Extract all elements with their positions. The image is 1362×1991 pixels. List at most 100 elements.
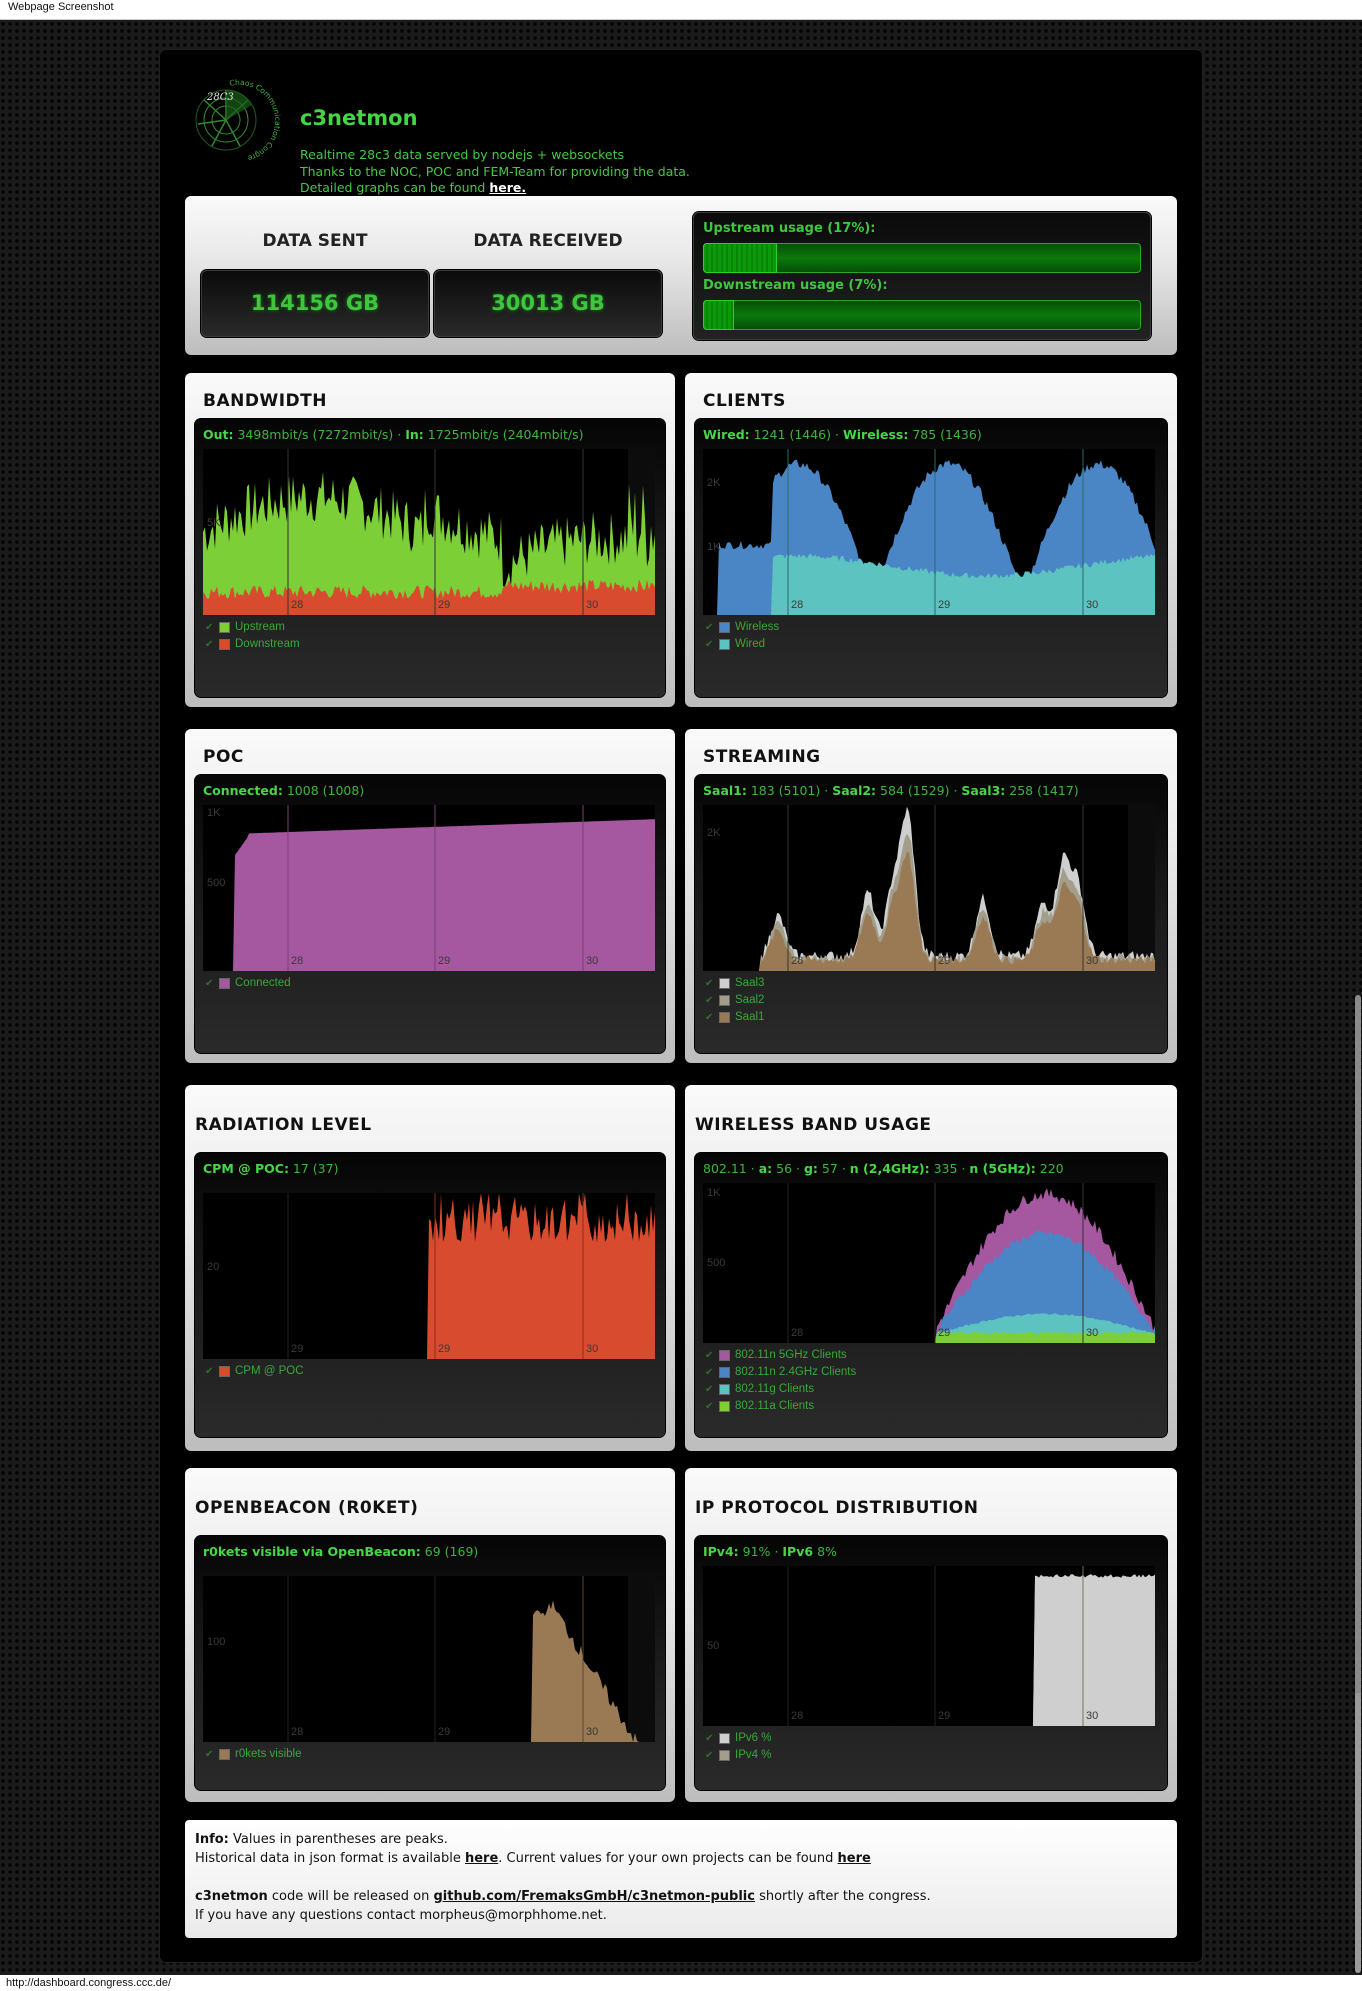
browser-status-bar: http://dashboard.congress.ccc.de/: [0, 1975, 1362, 1991]
streaming-values: Saal1: 183 (5101) · Saal2: 584 (1529) · …: [703, 783, 1079, 798]
stats-panel: DATA SENT DATA RECEIVED 114156 GB 30013 …: [185, 196, 1177, 355]
ipproto-title: IP PROTOCOL DISTRIBUTION: [695, 1498, 979, 1518]
radiation-panel: RADIATION LEVEL CPM @ POC: 17 (37) 20 29…: [185, 1085, 675, 1451]
legend-item[interactable]: ✔ 802.11a Clients: [705, 1400, 815, 1412]
legend-item[interactable]: ✔ 802.11n 5GHz Clients: [705, 1349, 847, 1361]
clients-legend: ✔ Wireless ✔ Wired: [705, 619, 779, 653]
poc-values: Connected: 1008 (1008): [203, 783, 365, 798]
github-link[interactable]: github.com/FremaksGmbH/c3netmon-public: [433, 1889, 755, 1904]
ipproto-box: IPv4: 91% · IPv6 8% 50 28 29 30 ✔ IPv6 % …: [695, 1536, 1167, 1790]
historical-data-link[interactable]: here: [464, 1851, 499, 1866]
streaming-y-tick: 2K: [707, 827, 721, 839]
legend-item[interactable]: ✔ 802.11g Clients: [705, 1383, 815, 1395]
page-scrollbar[interactable]: [1355, 995, 1361, 1725]
status-url: http://dashboard.congress.ccc.de/: [6, 1977, 172, 1989]
legend-item[interactable]: ✔ CPM @ POC: [205, 1365, 304, 1377]
radiation-cpm-area: [203, 1193, 655, 1359]
upstream-usage-fill: [703, 243, 778, 273]
tagline-line-1: Realtime 28c3 data served by nodejs + we…: [300, 147, 625, 162]
clients-y-tick-0: 2K: [707, 477, 721, 489]
legend-item[interactable]: ✔ Downstream: [205, 638, 300, 650]
upstream-usage-label: Upstream usage (17%):: [703, 221, 876, 236]
streaming-chart: 2K 28 29 30: [703, 805, 1155, 971]
upstream-usage-bar: [703, 243, 1141, 273]
c3-logo-icon: 28C3 Chaos Communication Congress behind…: [190, 72, 282, 163]
openbeacon-y-tick: 100: [207, 1636, 226, 1648]
poc-chart: 1K 500 28 29 30: [203, 805, 655, 971]
wireless-legend: ✔ 802.11n 5GHz Clients ✔ 802.11n 2.4GHz Cl…: [705, 1347, 856, 1415]
legend-item[interactable]: ✔ 802.11n 2.4GHz Clients: [705, 1366, 857, 1378]
downstream-usage-fill: [703, 300, 734, 330]
openbeacon-x-tick-2: 30: [586, 1726, 599, 1738]
radiation-x-tick-0: 29: [291, 1343, 304, 1355]
legend-item[interactable]: ✔ r0kets visible: [205, 1748, 302, 1760]
clients-x-tick-0: 28: [791, 599, 804, 611]
ipproto-x-tick-2: 30: [1086, 1710, 1099, 1722]
openbeacon-panel: OPENBEACON (R0KET) r0kets visible via Op…: [185, 1468, 675, 1802]
header: 28C3 Chaos Communication Congress behind…: [190, 72, 890, 195]
bandwidth-x-tick-0: 28: [291, 599, 304, 611]
wireless-x-tick-0: 28: [791, 1327, 804, 1339]
legend-item[interactable]: ✔ Wired: [705, 638, 766, 650]
poc-title: POC: [203, 747, 244, 767]
detailed-graphs-link[interactable]: here.: [489, 180, 527, 195]
clients-panel: CLIENTS Wired: 1241 (1446) · Wireless: 7…: [685, 373, 1177, 707]
poc-x-tick-0: 28: [291, 955, 304, 967]
legend-item[interactable]: ✔ Saal2: [705, 994, 765, 1006]
bandwidth-panel: BANDWIDTH Out: 3498mbit/s (7272mbit/s) ·…: [185, 373, 675, 707]
downstream-usage-label: Downstream usage (7%):: [703, 278, 888, 293]
streaming-title: STREAMING: [703, 747, 821, 767]
current-values-link[interactable]: here: [837, 1851, 871, 1866]
clients-y-tick-1: 1K: [707, 541, 721, 553]
wireless-box: 802.11 · a: 56 · g: 57 · n (2,4GHz): 335…: [695, 1153, 1167, 1437]
radiation-legend: ✔ CPM @ POC: [205, 1363, 304, 1380]
legend-item[interactable]: ✔ IPv6 %: [705, 1732, 772, 1744]
radiation-y-tick: 20: [207, 1261, 220, 1273]
main-container: 28C3 Chaos Communication Congress behind…: [160, 50, 1202, 1962]
poc-legend: ✔ Connected: [205, 975, 291, 992]
radiation-chart: 20 29 29 30: [203, 1193, 655, 1359]
browser-top-label: Webpage Screenshot: [8, 1, 114, 13]
radiation-x-tick-1: 29: [438, 1343, 451, 1355]
tagline: Realtime 28c3 data served by nodejs + we…: [300, 147, 690, 197]
wireless-title: WIRELESS BAND USAGE: [695, 1115, 932, 1135]
legend-item[interactable]: ✔ Saal3: [705, 977, 765, 989]
legend-item[interactable]: ✔ Saal1: [705, 1011, 765, 1023]
logo-text: 28C3: [206, 92, 234, 103]
ipproto-x-tick-0: 28: [791, 1710, 804, 1722]
poc-x-tick-2: 30: [586, 955, 599, 967]
legend-item[interactable]: ✔ Connected: [205, 977, 291, 989]
poc-x-tick-1: 29: [438, 955, 451, 967]
legend-item[interactable]: ✔ Upstream: [205, 621, 285, 633]
clients-title: CLIENTS: [703, 391, 786, 411]
openbeacon-r0kets-area: [203, 1600, 655, 1742]
ipproto-chart: 50 28 29 30: [703, 1566, 1155, 1726]
bandwidth-box: Out: 3498mbit/s (7272mbit/s) · In: 1725m…: [195, 419, 665, 697]
ipproto-x-tick-1: 29: [938, 1710, 951, 1722]
streaming-x-tick-1: 29: [938, 955, 951, 967]
usage-box: Upstream usage (17%): Downstream usage (…: [693, 212, 1151, 340]
openbeacon-title: OPENBEACON (R0KET): [195, 1498, 419, 1518]
bandwidth-upstream-area: [203, 471, 655, 615]
openbeacon-values: r0kets visible via OpenBeacon: 69 (169): [203, 1544, 479, 1559]
legend-item[interactable]: ✔ Wireless: [705, 621, 780, 633]
bandwidth-x-tick-1: 29: [438, 599, 451, 611]
bandwidth-legend: ✔ Upstream ✔ Downstream: [205, 619, 300, 653]
wireless-panel: WIRELESS BAND USAGE 802.11 · a: 56 · g: …: [685, 1085, 1177, 1451]
openbeacon-x-tick-1: 29: [438, 1726, 451, 1738]
streaming-legend: ✔ Saal3 ✔ Saal2 ✔ Saal1: [705, 975, 764, 1026]
streaming-x-tick-2: 30: [1086, 955, 1099, 967]
bandwidth-chart: 5K 28 29 30: [203, 449, 655, 615]
bandwidth-title: BANDWIDTH: [203, 391, 327, 411]
bandwidth-y-tick: 5K: [207, 517, 221, 529]
legend-item[interactable]: ✔ IPv4 %: [705, 1749, 772, 1761]
streaming-saal1-area: [703, 851, 1155, 971]
wireless-values: 802.11 · a: 56 · g: 57 · n (2,4GHz): 335…: [703, 1161, 1064, 1176]
page-scrollbar-thumb[interactable]: [1355, 1693, 1361, 1973]
wireless-a-area: [703, 1331, 1155, 1343]
poc-panel: POC Connected: 1008 (1008) 1K 500 28 29 …: [185, 729, 675, 1063]
clients-x-tick-1: 29: [938, 599, 951, 611]
clients-x-tick-2: 30: [1086, 599, 1099, 611]
ipproto-y-tick: 50: [707, 1640, 720, 1652]
contact-text: If you have any questions contact morphe…: [195, 1908, 607, 1923]
